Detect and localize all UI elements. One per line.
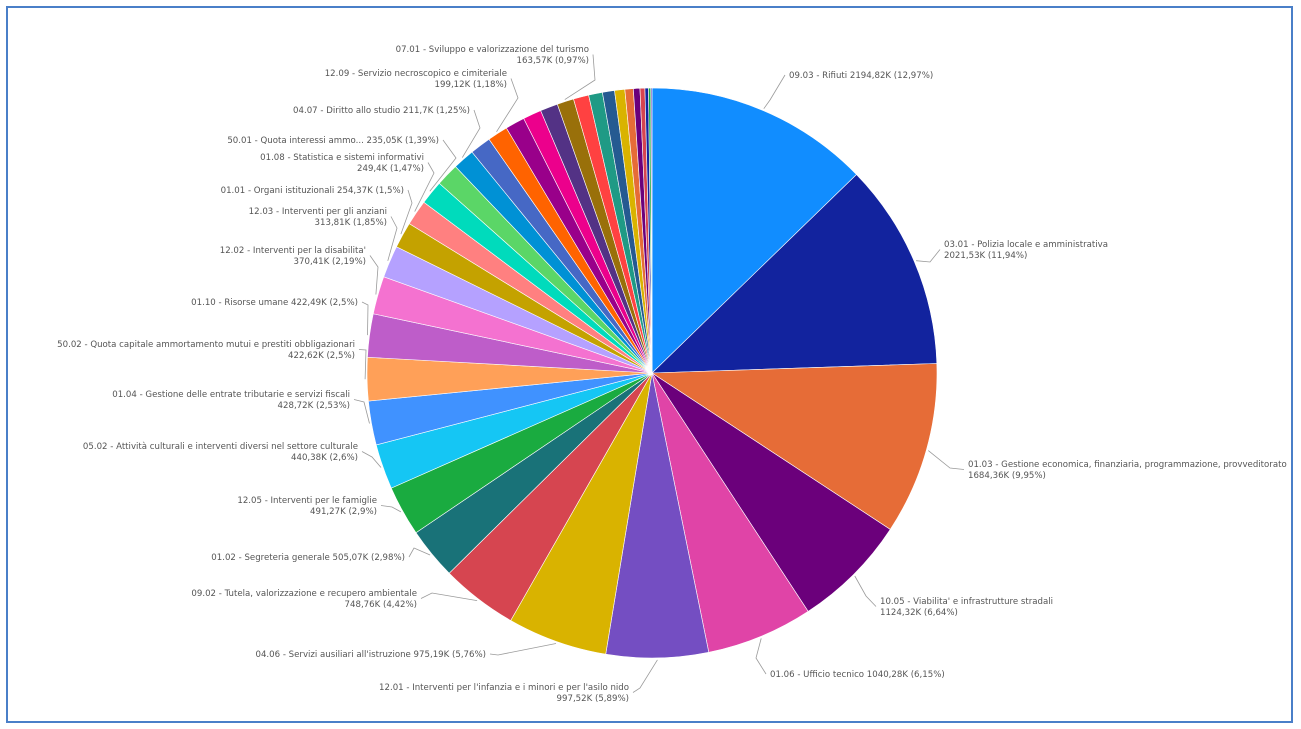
label-leader-line bbox=[358, 349, 367, 380]
slice-label: 01.06 - Ufficio tecnico 1040,28K (6,15%) bbox=[770, 670, 945, 680]
slice-label-line: 05.02 - Attività culturali e interventi … bbox=[83, 442, 358, 452]
slice-label-line: 748,76K (4,42%) bbox=[345, 600, 417, 610]
slice-label-line: 01.08 - Statistica e sistemi informativi bbox=[260, 153, 424, 163]
slice-label-line: 07.01 - Sviluppo e valorizzazione del tu… bbox=[396, 45, 589, 55]
label-leader-line bbox=[489, 643, 557, 656]
label-leader-line bbox=[400, 189, 413, 235]
slice-label-line: 12.03 - Interventi per gli anziani bbox=[249, 207, 387, 217]
slice-labels: 09.03 - Rifiuti 2194,82K (12,97%) 03.01 -… bbox=[57, 45, 1287, 704]
slice-label: 01.02 - Segreteria generale 505,07K (2,9… bbox=[211, 553, 405, 563]
slice-label-line: 10.05 - Viabilita' e infrastrutture stra… bbox=[880, 597, 1053, 607]
label-leader-line bbox=[369, 255, 379, 295]
slice-label-line: 12.05 - Interventi per le famiglie bbox=[237, 496, 377, 506]
slice-label: 01.08 - Statistica e sistemi informativi… bbox=[260, 153, 424, 174]
slice-label-line: 370,41K (2,19%) bbox=[294, 257, 366, 267]
slice-label-line: 12.02 - Interventi per la disabilita' bbox=[220, 246, 366, 256]
label-leader-line bbox=[763, 74, 786, 109]
slice-label: 04.07 - Diritto allo studio 211,7K (1,25… bbox=[293, 106, 470, 116]
slice-label-line: 491,27K (2,9%) bbox=[310, 507, 377, 517]
slice-label: 09.02 - Tutela, valorizzazione e recuper… bbox=[191, 589, 417, 610]
slice-label: 01.04 - Gestione delle entrate tributari… bbox=[112, 390, 350, 411]
label-leader-line bbox=[928, 450, 965, 470]
slice-label: 50.02 - Quota capitale ammortamento mutu… bbox=[57, 340, 355, 361]
label-leader-line bbox=[632, 659, 658, 693]
pie-slices bbox=[366, 87, 938, 659]
label-leader-line bbox=[496, 78, 519, 133]
slice-label: 12.02 - Interventi per la disabilita' 370… bbox=[220, 246, 366, 267]
label-leader-line bbox=[361, 301, 369, 336]
slice-label: 04.06 - Servizi ausiliari all'istruzione… bbox=[256, 650, 487, 660]
slice-label-line: 428,72K (2,53%) bbox=[278, 401, 350, 411]
slice-label-line: 313,81K (1,85%) bbox=[315, 218, 387, 228]
slice-label: 01.01 - Organi istituzionali 254,37K (1,… bbox=[221, 186, 404, 196]
slice-label-line: 997,52K (5,89%) bbox=[557, 694, 629, 704]
leader-lines bbox=[353, 54, 965, 693]
slice-label: 01.10 - Risorse umane 422,49K (2,5%) bbox=[191, 298, 358, 308]
label-leader-line bbox=[461, 109, 481, 158]
slice-label: 50.01 - Quota interessi ammo... 235,05K … bbox=[227, 136, 439, 146]
label-leader-line bbox=[361, 451, 382, 468]
label-leader-line bbox=[414, 162, 435, 212]
slice-label: 03.01 - Polizia locale e amministrativa 2… bbox=[944, 240, 1108, 261]
label-leader-line bbox=[429, 139, 457, 192]
pie-slice[interactable] bbox=[651, 372, 891, 612]
slice-label-line: 440,38K (2,6%) bbox=[291, 453, 358, 463]
slice-label-line: 12.09 - Servizio necroscopico e cimiteri… bbox=[325, 69, 507, 79]
slice-label: 12.09 - Servizio necroscopico e cimiteri… bbox=[325, 69, 507, 90]
slice-label: 12.05 - Interventi per le famiglie 491,27… bbox=[237, 496, 377, 517]
label-leader-line bbox=[755, 638, 767, 675]
label-leader-line bbox=[564, 54, 596, 100]
slice-label: 12.01 - Interventi per l'infanzia e i mi… bbox=[379, 683, 629, 704]
slice-label-line: 09.02 - Tutela, valorizzazione e recuper… bbox=[191, 589, 417, 599]
slice-label-line: 163,57K (0,97%) bbox=[517, 56, 589, 66]
slice-label: 12.03 - Interventi per gli anziani 313,81… bbox=[249, 207, 387, 228]
label-leader-line bbox=[916, 249, 941, 263]
slice-label-line: 01.04 - Gestione delle entrate tributari… bbox=[112, 390, 350, 400]
slice-label-line: 50.01 - Quota interessi ammo... 235,05K … bbox=[227, 136, 439, 146]
label-leader-line bbox=[408, 547, 431, 558]
pie-slice[interactable] bbox=[651, 174, 938, 374]
label-leader-line bbox=[387, 216, 398, 261]
slice-label-line: 249,4K (1,47%) bbox=[357, 164, 424, 174]
slice-label-line: 199,12K (1,18%) bbox=[435, 80, 507, 90]
slice-label-line: 01.01 - Organi istituzionali 254,37K (1,… bbox=[221, 186, 404, 196]
slice-label-line: 01.03 - Gestione economica, finanziaria,… bbox=[968, 460, 1287, 470]
label-leader-line bbox=[420, 592, 478, 601]
slice-label-line: 1124,32K (6,64%) bbox=[880, 608, 958, 618]
slice-label: 10.05 - Viabilita' e infrastrutture stra… bbox=[880, 597, 1053, 618]
pie-slice[interactable] bbox=[651, 363, 938, 530]
slice-label: 09.03 - Rifiuti 2194,82K (12,97%) bbox=[789, 71, 933, 81]
pie-slice[interactable] bbox=[650, 87, 653, 374]
pie-slice[interactable] bbox=[651, 87, 857, 374]
slice-label-line: 01.10 - Risorse umane 422,49K (2,5%) bbox=[191, 298, 358, 308]
slice-label-line: 1684,36K (9,95%) bbox=[968, 471, 1046, 481]
slice-label-line: 12.01 - Interventi per l'infanzia e i mi… bbox=[379, 683, 629, 693]
slice-label: 07.01 - Sviluppo e valorizzazione del tu… bbox=[396, 45, 589, 66]
slice-label-line: 01.06 - Ufficio tecnico 1040,28K (6,15%) bbox=[770, 670, 945, 680]
slice-label-line: 09.03 - Rifiuti 2194,82K (12,97%) bbox=[789, 71, 933, 81]
slice-label-line: 03.01 - Polizia locale e amministrativa bbox=[944, 240, 1108, 250]
slice-label-line: 04.07 - Diritto allo studio 211,7K (1,25… bbox=[293, 106, 470, 116]
label-leader-line bbox=[380, 505, 402, 513]
slice-label-line: 50.02 - Quota capitale ammortamento mutu… bbox=[57, 340, 355, 350]
slice-label: 01.03 - Gestione economica, finanziaria,… bbox=[968, 460, 1287, 481]
label-leader-line bbox=[854, 575, 877, 607]
slice-label-line: 04.06 - Servizi ausiliari all'istruzione… bbox=[256, 650, 487, 660]
slice-label: 05.02 - Attività culturali e interventi … bbox=[83, 442, 358, 463]
slice-label-line: 422,62K (2,5%) bbox=[288, 351, 355, 361]
slice-label-line: 2021,53K (11,94%) bbox=[944, 251, 1027, 261]
slice-label-line: 01.02 - Segreteria generale 505,07K (2,9… bbox=[211, 553, 405, 563]
label-leader-line bbox=[353, 399, 370, 424]
